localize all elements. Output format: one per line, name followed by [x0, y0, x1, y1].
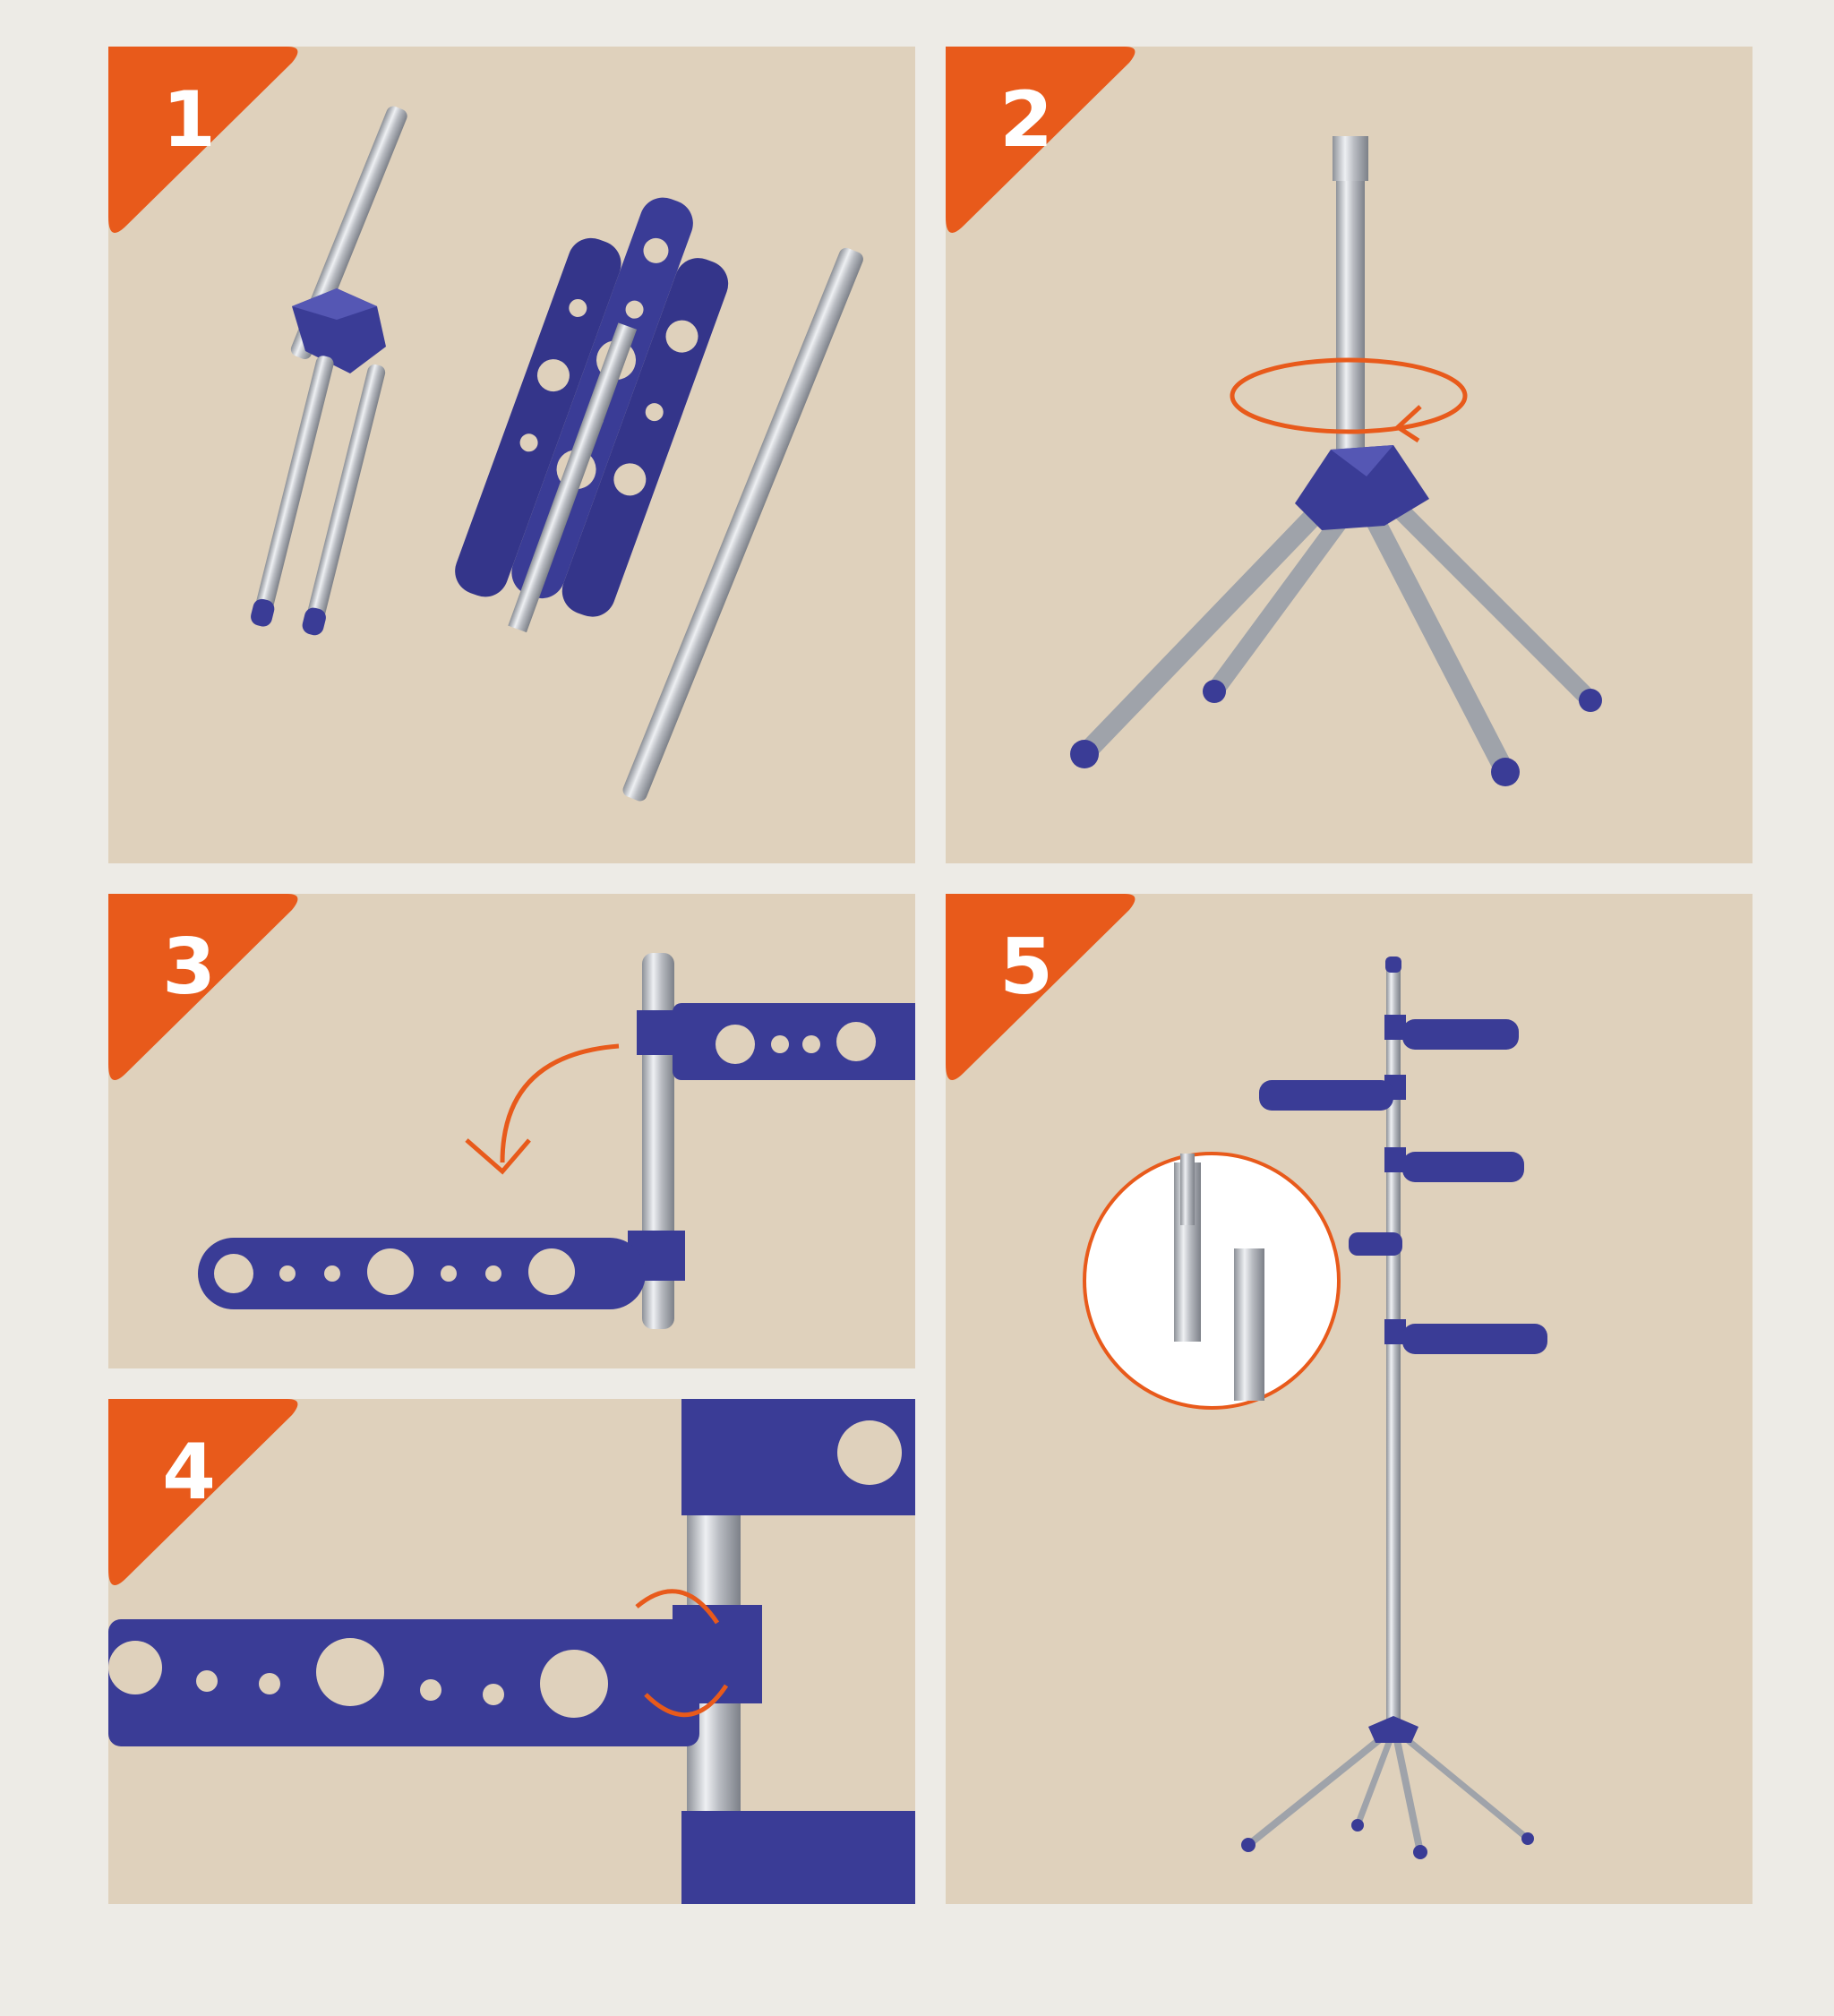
step-4-panel: 4	[108, 1399, 915, 1904]
step-2-panel: 2	[946, 47, 1753, 863]
step-number: 1	[162, 75, 216, 165]
disassembled-parts-illustration	[251, 106, 863, 802]
attach-arm-illustration	[198, 953, 915, 1329]
step-number: 3	[162, 922, 216, 1012]
step-badge: 1	[108, 47, 305, 244]
step-3-panel: 3	[108, 894, 915, 1368]
step-badge: 5	[946, 894, 1143, 1091]
step-5-panel: 5	[946, 894, 1753, 1904]
step-badge: 4	[108, 1399, 305, 1596]
step-badge: 3	[108, 894, 305, 1091]
step-badge: 2	[946, 47, 1143, 244]
tripod-base-illustration	[1070, 136, 1602, 786]
step-number: 4	[162, 1428, 216, 1517]
step-number: 2	[999, 75, 1053, 165]
step-1-panel: 1	[108, 47, 915, 863]
step-number: 5	[999, 922, 1053, 1012]
assembled-rack-illustration	[1083, 957, 1547, 1859]
lock-arm-illustration	[108, 1399, 915, 1904]
